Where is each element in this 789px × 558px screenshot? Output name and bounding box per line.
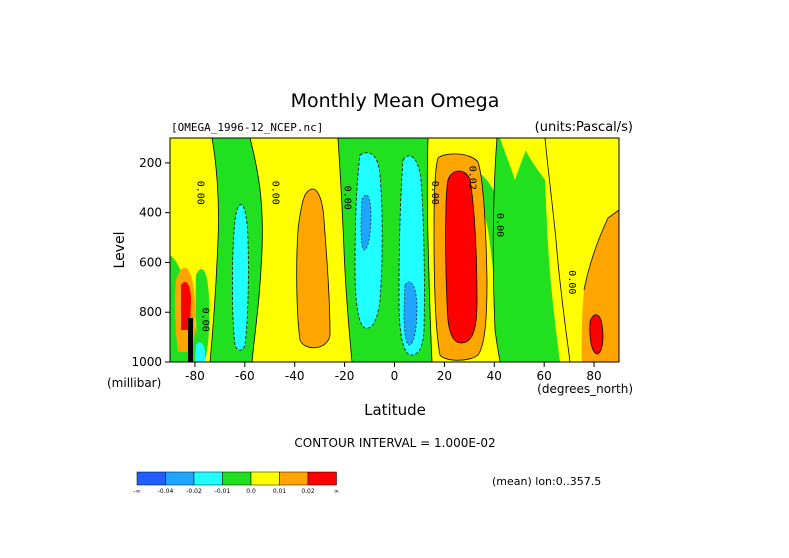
x-tick-label: 40 (487, 369, 502, 383)
x-tick-label: 0 (391, 369, 399, 383)
legend-swatch (307, 471, 337, 486)
y-tick-label: 200 (139, 156, 162, 170)
y-tick-label: 400 (139, 206, 162, 220)
contour-fill-cyan-1 (232, 204, 249, 351)
file-label: [OMEGA_1996-12_NCEP.nc] (171, 121, 323, 134)
y-axis-label: Level (112, 232, 128, 269)
y-tick-label: 1000 (131, 355, 162, 369)
y-tick-label: 800 (139, 305, 162, 319)
contour-fill-blue-2 (403, 281, 418, 346)
color-legend: -∞ -0.04 -0.02 -0.01 0.0 0.01 0.02 ∞ (133, 471, 339, 495)
x-axis-ticks: -80 -60 -40 -20 0 20 40 60 80 (185, 362, 602, 383)
contour-fill-red-1 (445, 171, 477, 344)
contour-label: 0.02 (466, 166, 477, 190)
contour-label-layer: 0.00 0.00 0.00 0.00 0.02 0.00 0.00 0.00 (194, 166, 577, 332)
y-axis-unit: (millibar) (107, 376, 161, 390)
legend-swatch (279, 471, 309, 486)
contour-label: 0.00 (494, 213, 505, 237)
x-axis-label: Latitude (364, 401, 426, 419)
contour-interval-text: CONTOUR INTERVAL = 1.000E-02 (294, 436, 495, 450)
legend-swatch (193, 471, 223, 486)
legend-label: -0.04 (158, 488, 174, 495)
contour-fill-green-3 (195, 268, 210, 360)
x-tick-label: -20 (335, 369, 355, 383)
x-tick-label: -80 (185, 369, 205, 383)
contour-label: 0.00 (194, 181, 205, 205)
contour-label: 0.00 (199, 308, 210, 332)
legend-swatch (136, 471, 166, 486)
legend-label: -0.01 (215, 488, 231, 495)
contour-fill-yellow-5 (500, 138, 530, 180)
contour-fill-blue-1 (360, 194, 372, 251)
legend-label: ∞ (334, 488, 339, 495)
legend-label: -∞ (133, 488, 140, 495)
contour-plot-area: 0.00 0.00 0.00 0.000.020.000.000.00 -80 -60-… (131, 137, 620, 383)
x-tick-label: -40 (285, 369, 305, 383)
legend-swatch (165, 471, 195, 486)
chart-title: Monthly Mean Omega (291, 90, 500, 112)
contour-fill-red-3 (181, 281, 191, 330)
legend-label: 0.0 (246, 488, 256, 495)
contour-label: 0.00 (342, 186, 353, 210)
contour-fill-orange-1 (296, 188, 330, 348)
x-tick-label: 20 (437, 369, 452, 383)
legend-swatch (222, 471, 252, 486)
x-tick-label: 80 (586, 369, 601, 383)
x-tick-label: 60 (537, 369, 552, 383)
units-label: (units:Pascal/s) (535, 120, 633, 135)
contour-lines (209, 138, 619, 362)
contour-label: 0.00 (566, 270, 577, 294)
legend-swatch (250, 471, 280, 486)
contour-fill-green-1 (468, 169, 540, 362)
contour-label: 0.00 (429, 181, 440, 205)
contour-label: 0.00 (269, 181, 280, 205)
surface-mask (188, 318, 193, 362)
x-tick-label: -60 (235, 369, 255, 383)
y-axis-ticks: 200 400 600 800 1000 (131, 156, 170, 369)
legend-label: 0.01 (273, 488, 287, 495)
mean-label: (mean) lon:0..357.5 (492, 475, 601, 488)
contour-fill-red-2 (589, 314, 603, 354)
x-axis-unit: (degrees_north) (537, 382, 633, 396)
legend-label: -0.02 (186, 488, 202, 495)
legend-label: 0.02 (301, 488, 315, 495)
contour-fill-cyan-4 (195, 342, 205, 362)
y-tick-label: 600 (139, 255, 162, 269)
